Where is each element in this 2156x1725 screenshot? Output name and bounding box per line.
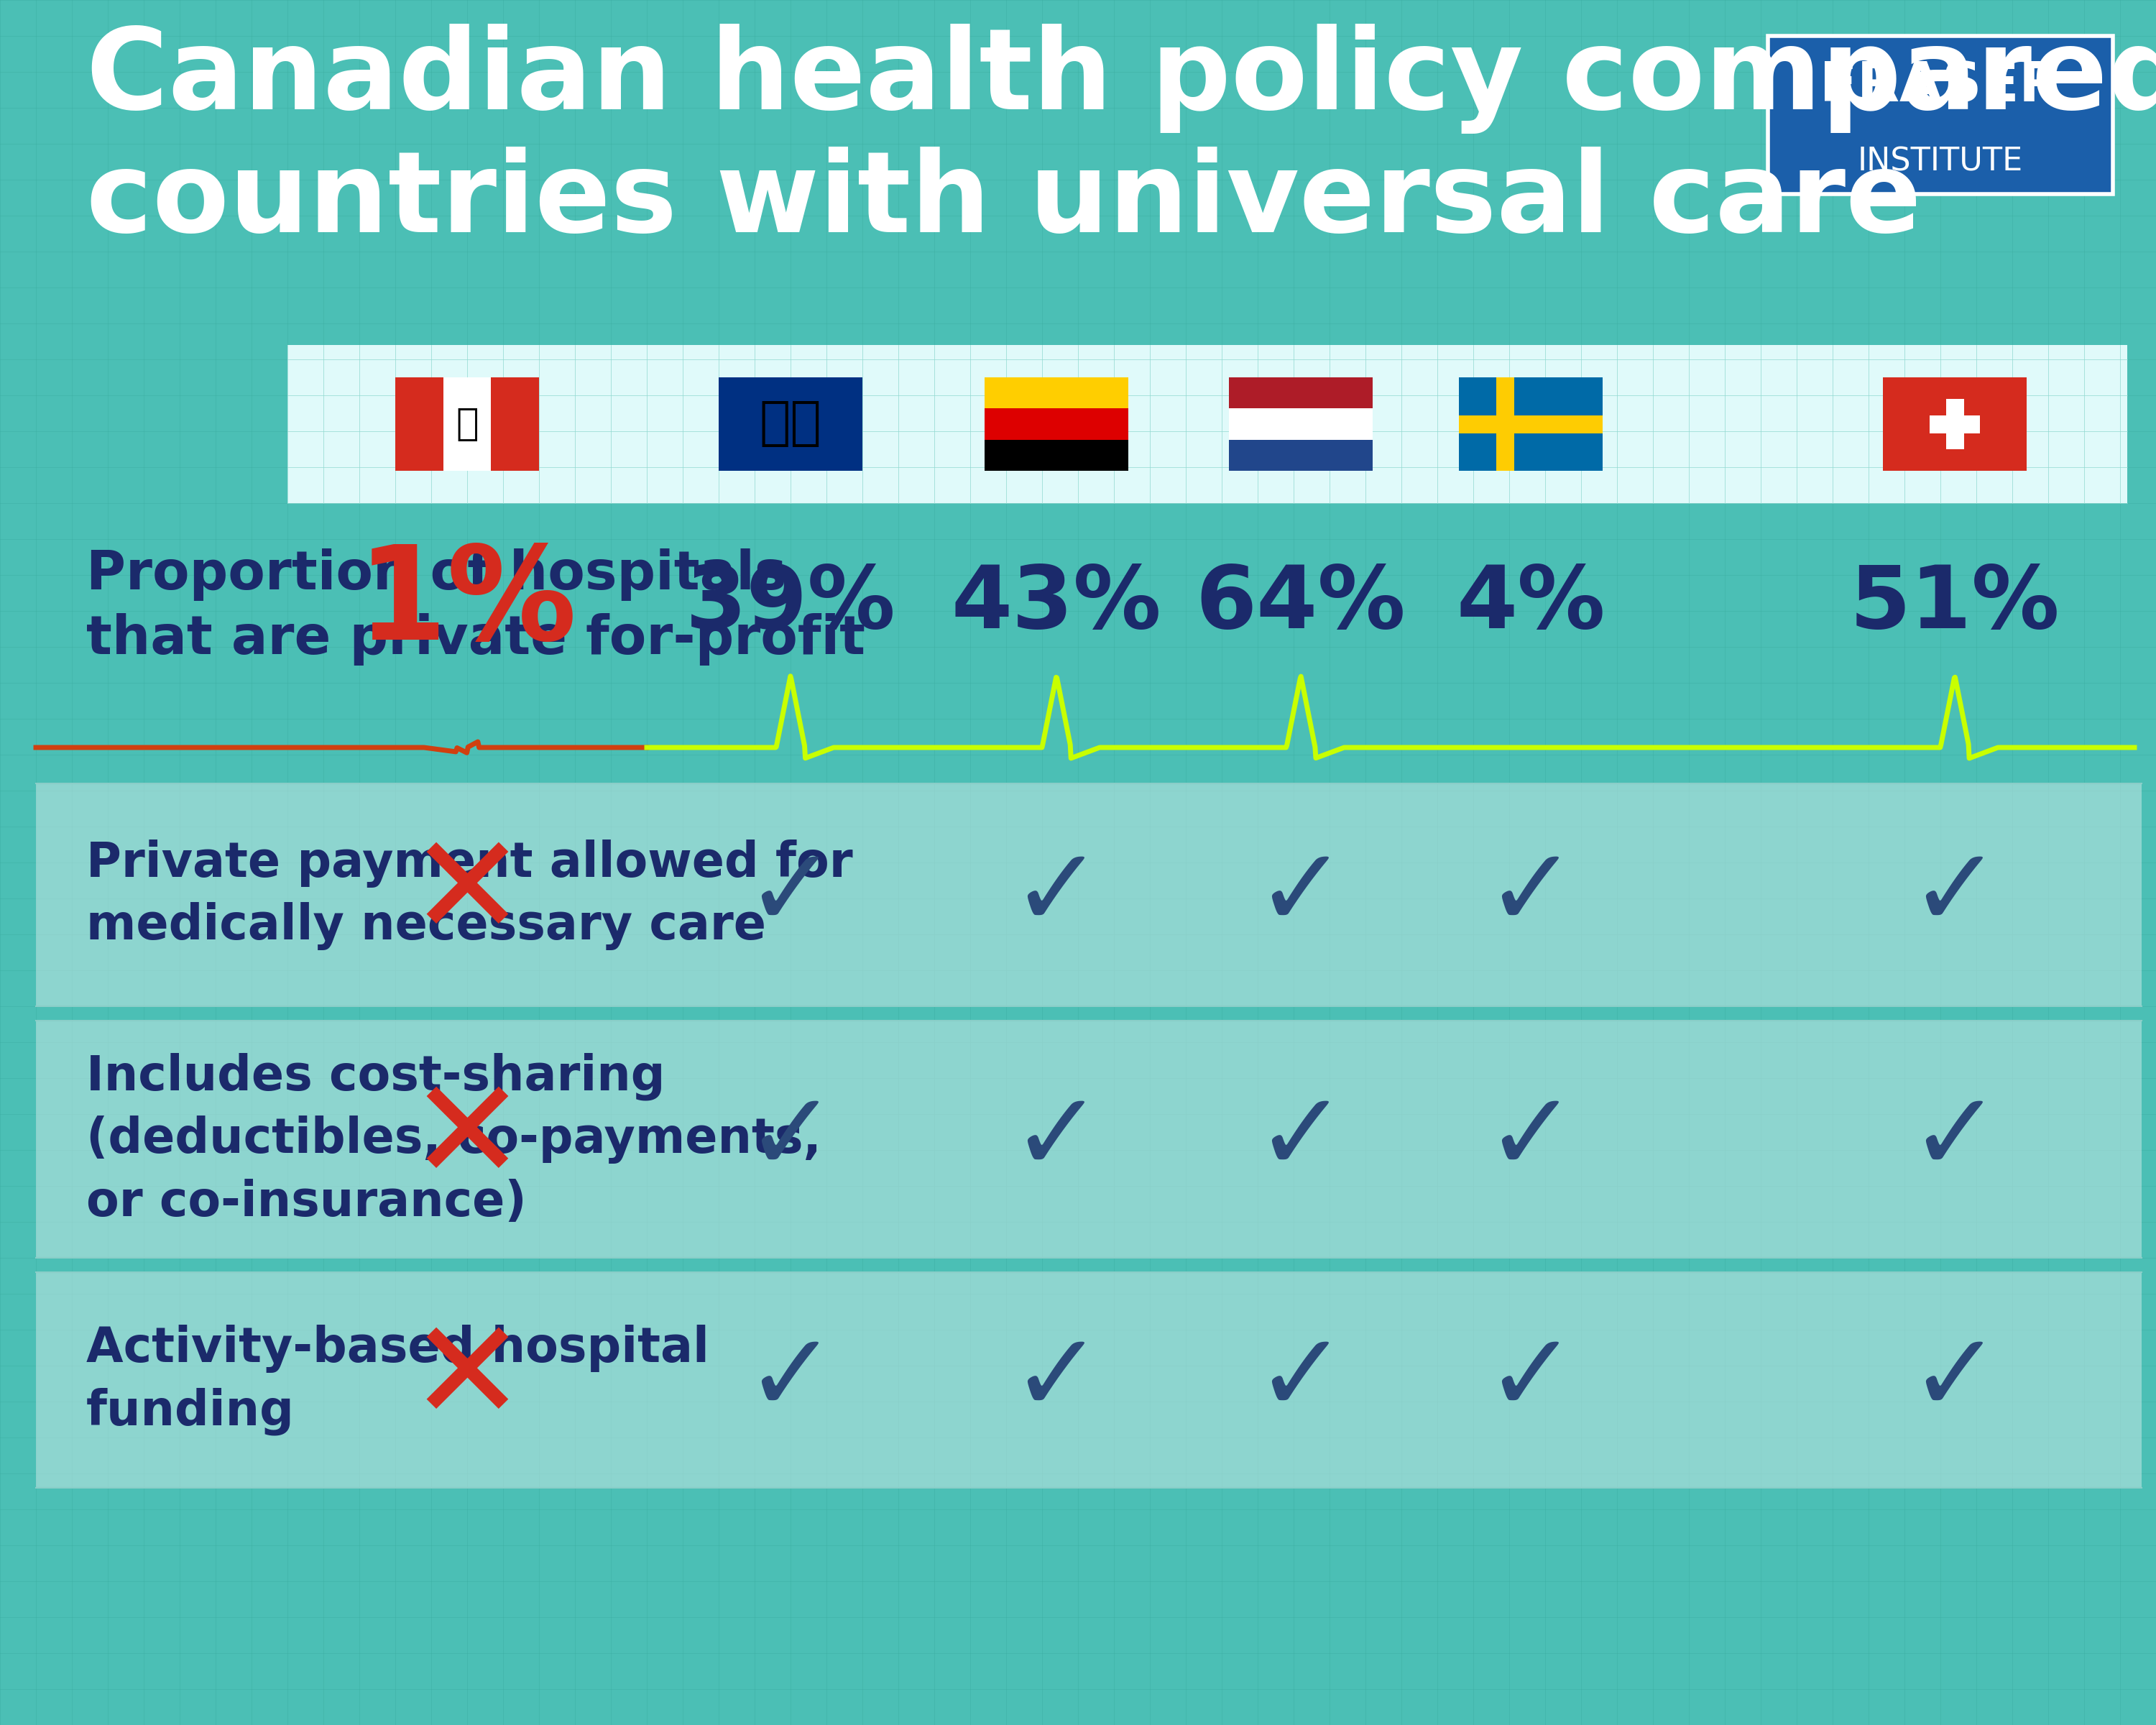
- Bar: [444, 378, 492, 471]
- Text: ✓: ✓: [1908, 842, 2001, 949]
- Text: ✓: ✓: [1908, 1085, 2001, 1192]
- Text: 39%: 39%: [686, 562, 895, 645]
- Bar: [1229, 440, 1373, 471]
- Bar: [1496, 378, 1514, 471]
- Text: that are private for-profit: that are private for-profit: [86, 614, 865, 666]
- Bar: [1229, 409, 1373, 440]
- Bar: [1930, 416, 1979, 433]
- Bar: [37, 1021, 2141, 1258]
- Text: ✓: ✓: [1485, 1085, 1576, 1192]
- Bar: [985, 409, 1128, 440]
- Text: ✓: ✓: [1255, 1327, 1348, 1433]
- Text: INSTITUTE: INSTITUTE: [1858, 147, 2022, 178]
- Text: ✕: ✕: [410, 1313, 526, 1447]
- Bar: [985, 440, 1128, 471]
- Text: ✓: ✓: [1485, 1327, 1576, 1433]
- Bar: [1768, 36, 2113, 193]
- Bar: [1460, 416, 1602, 433]
- Text: ✕: ✕: [410, 1071, 526, 1208]
- Bar: [37, 1273, 2141, 1487]
- Bar: [37, 783, 2141, 1006]
- Text: Activity-based hospital
funding: Activity-based hospital funding: [86, 1325, 709, 1435]
- Text: Proportion of hospitals: Proportion of hospitals: [86, 549, 787, 602]
- Bar: [1229, 378, 1373, 409]
- Bar: [1882, 378, 2027, 471]
- Text: Canadian health policy compared to other: Canadian health policy compared to other: [86, 24, 2156, 135]
- Text: ✓: ✓: [1908, 1327, 2001, 1433]
- Text: ✕: ✕: [410, 828, 526, 963]
- Bar: [985, 378, 1128, 409]
- Text: Private payment allowed for
medically necessary care: Private payment allowed for medically ne…: [86, 838, 854, 950]
- Text: ✓: ✓: [744, 842, 837, 949]
- Text: 51%: 51%: [1850, 562, 2059, 645]
- Text: ✓: ✓: [1011, 842, 1102, 949]
- Text: ✓: ✓: [1485, 842, 1576, 949]
- Bar: [492, 378, 539, 471]
- Bar: [1945, 398, 1964, 448]
- Bar: [287, 345, 2128, 504]
- Bar: [395, 378, 444, 471]
- Text: ✓: ✓: [1255, 1085, 1348, 1192]
- Text: 1%: 1%: [358, 540, 578, 668]
- Text: 🇦🇺: 🇦🇺: [759, 398, 821, 448]
- Text: 64%: 64%: [1197, 562, 1406, 645]
- Bar: [718, 378, 862, 471]
- Text: 43%: 43%: [951, 562, 1162, 645]
- Text: ✓: ✓: [744, 1085, 837, 1192]
- Bar: [1460, 378, 1602, 471]
- Text: ✓: ✓: [1255, 842, 1348, 949]
- Text: FRASER: FRASER: [1820, 60, 2061, 112]
- Text: ✓: ✓: [744, 1327, 837, 1433]
- Text: 4%: 4%: [1455, 562, 1606, 645]
- Text: ✓: ✓: [1011, 1085, 1102, 1192]
- Text: ✓: ✓: [1011, 1327, 1102, 1433]
- Text: 🍁: 🍁: [455, 405, 479, 443]
- Text: Includes cost-sharing
(deductibles, co-payments,
or co-insurance): Includes cost-sharing (deductibles, co-p…: [86, 1052, 821, 1226]
- Text: countries with universal care: countries with universal care: [86, 147, 1921, 255]
